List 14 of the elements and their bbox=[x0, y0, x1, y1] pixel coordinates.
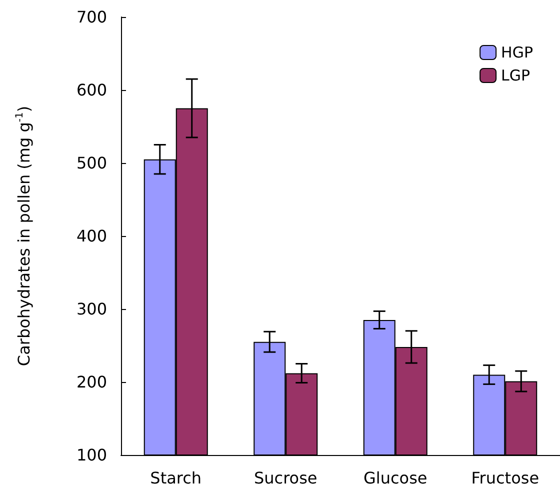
y-tick-label: 300 bbox=[76, 300, 107, 318]
legend-label: LGP bbox=[501, 66, 530, 84]
y-tick-label: 700 bbox=[76, 8, 107, 26]
y-tick-label: 400 bbox=[76, 226, 107, 246]
y-tick-label: 200 bbox=[76, 372, 107, 392]
x-tick-label: Glucose bbox=[364, 468, 428, 488]
y-axis-title: Carbohydrates in pollen (mg g-1) bbox=[14, 106, 34, 366]
y-tick-label: 100 bbox=[76, 446, 107, 464]
x-tick-label: Sucrose bbox=[254, 468, 318, 488]
y-tick-label: 600 bbox=[76, 80, 107, 100]
x-tick-label: Starch bbox=[150, 468, 202, 488]
x-tick-label: Fructose bbox=[471, 468, 540, 488]
y-tick-label: 500 bbox=[76, 154, 107, 172]
legend-label: HGP bbox=[501, 44, 534, 62]
